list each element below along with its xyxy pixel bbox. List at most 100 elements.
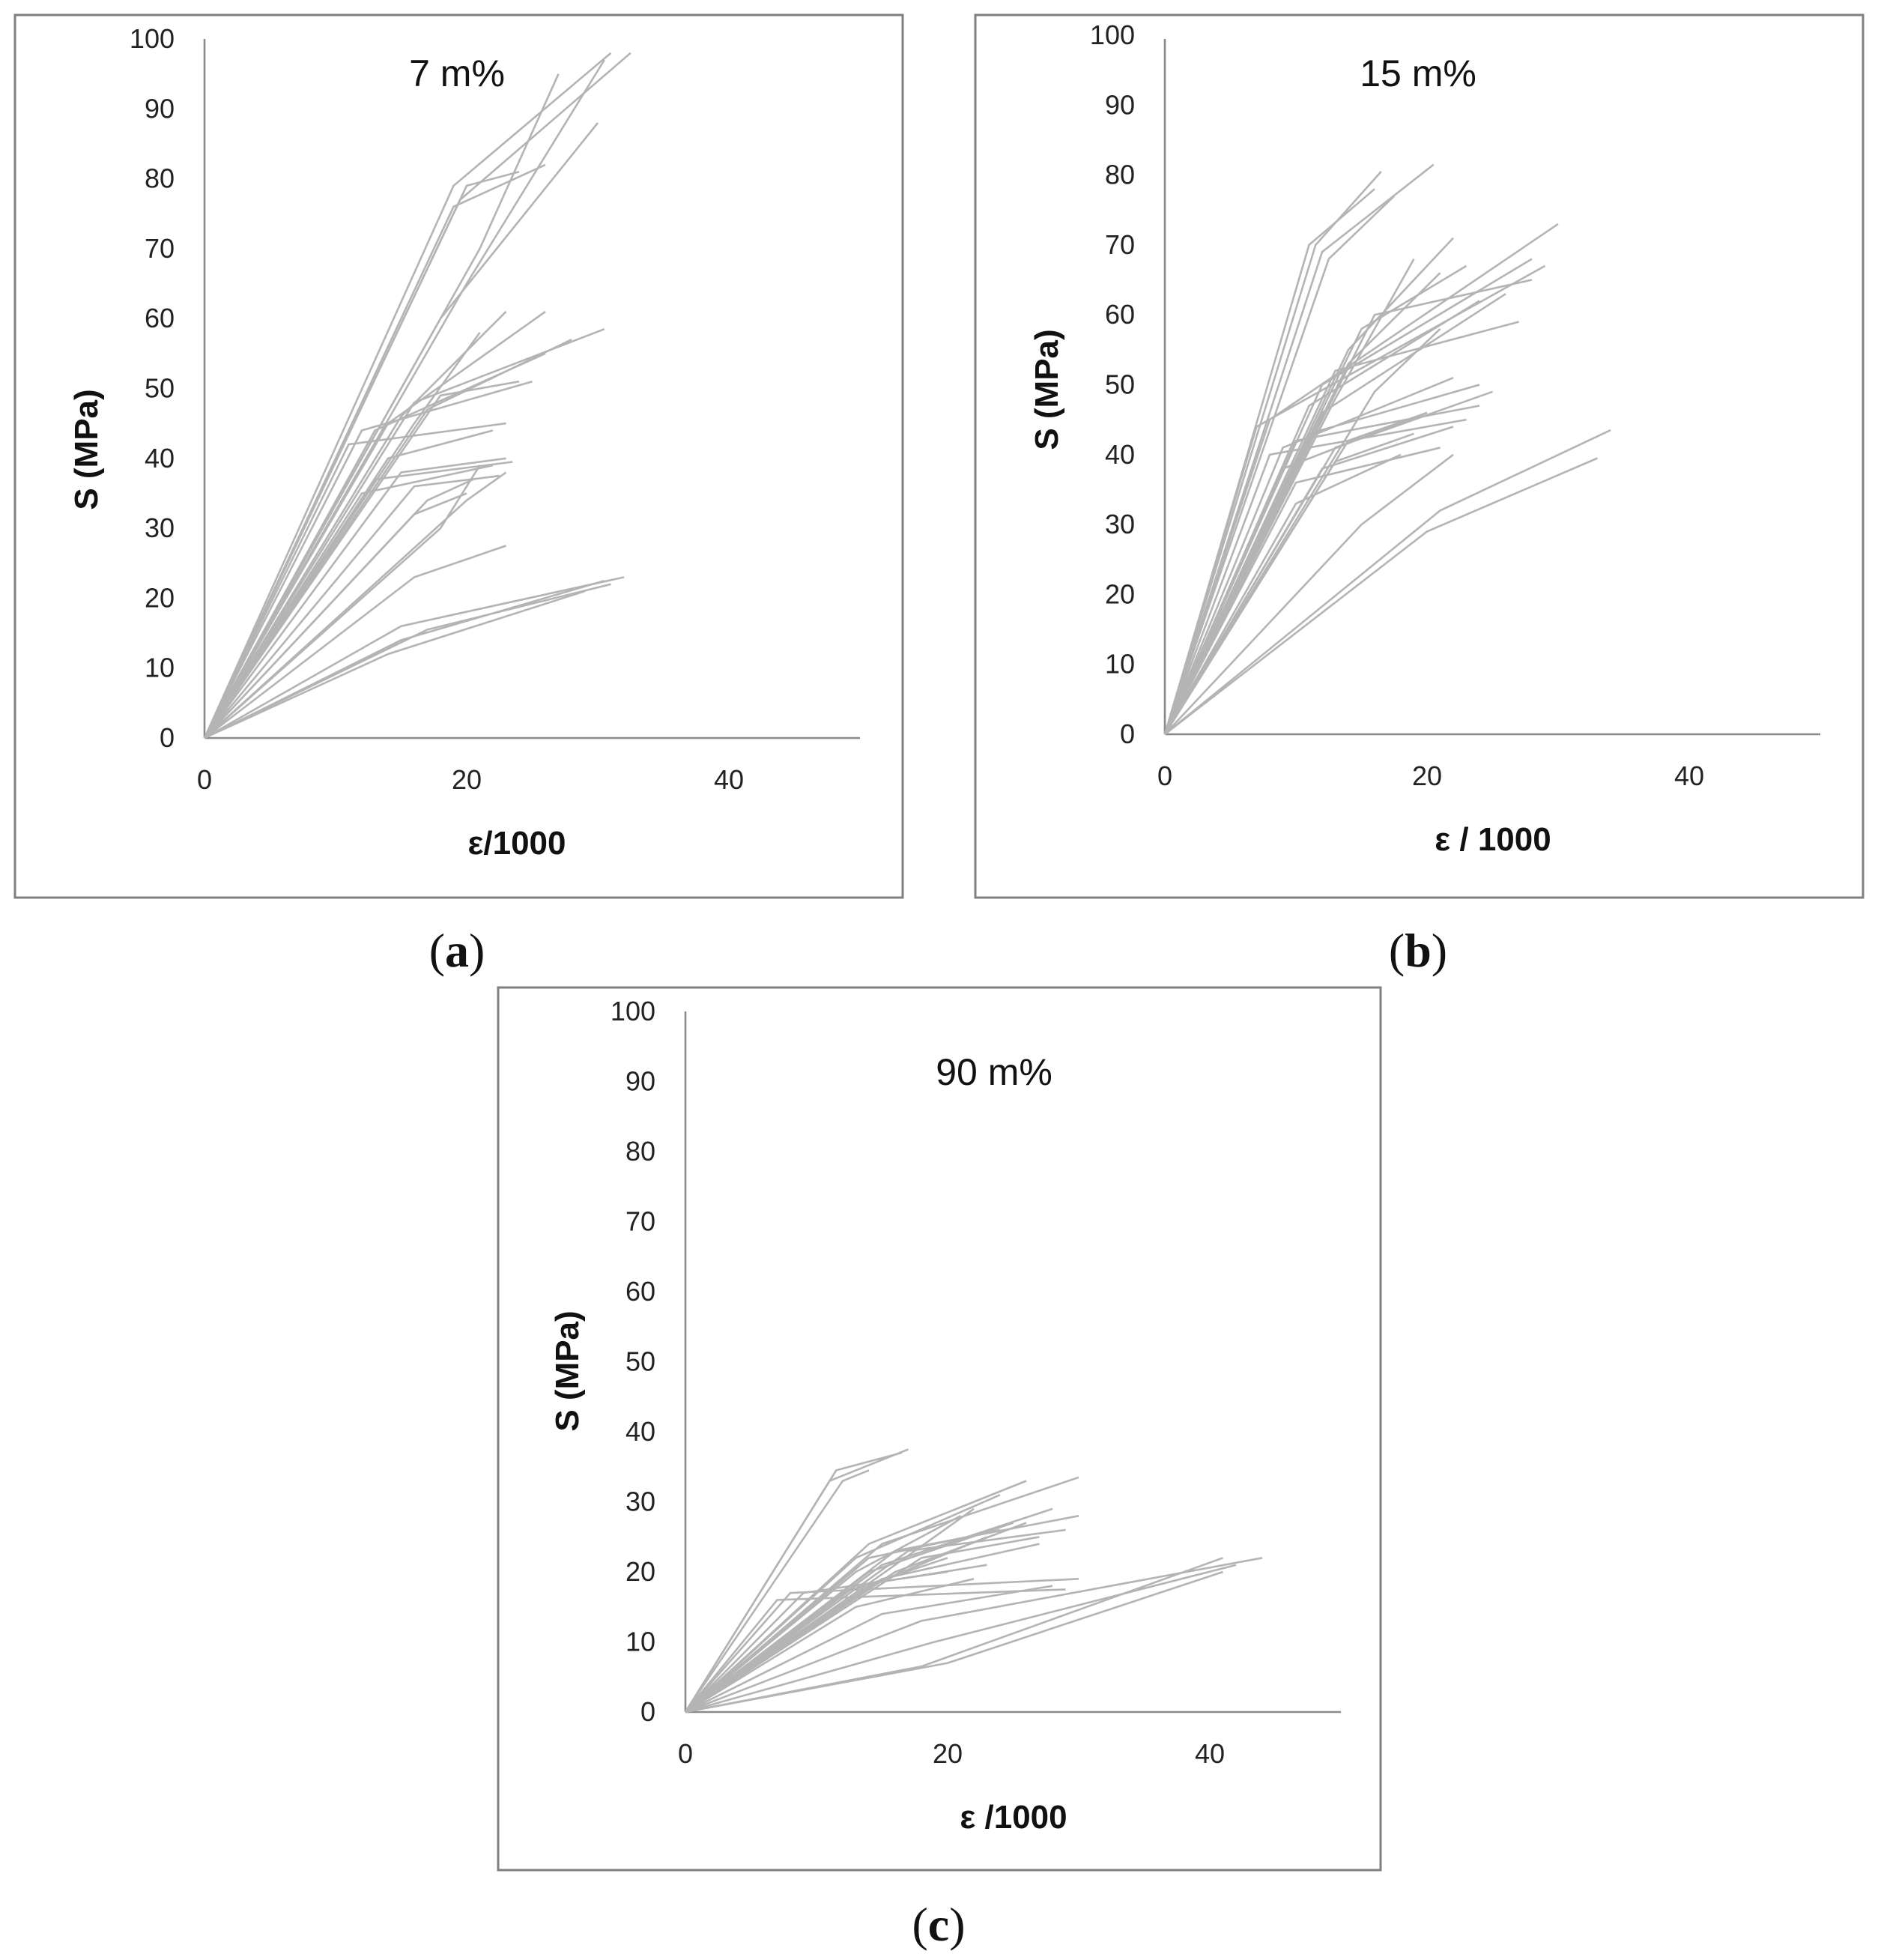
panel-b-series-s19 (1163, 384, 1480, 735)
panel-b-series-s25 (1163, 453, 1402, 735)
panel-c-x-label: ε /1000 (960, 1799, 1067, 1836)
panel-b-x-label: ε / 1000 (1435, 821, 1551, 858)
panel-a-series-s21 (204, 465, 481, 739)
panel-b-series-s26 (1164, 429, 1611, 736)
panel-a-series-s14 (203, 380, 520, 739)
panel-a-y-tick-100: 100 (130, 23, 175, 54)
panel-c-y-tick-70: 70 (626, 1206, 655, 1237)
panel-c-title: 90 m% (936, 1051, 1052, 1093)
panel-b-y-ticks: 0 10 20 30 40 50 60 70 80 90 100 (1090, 19, 1135, 749)
panel-c-series-s28 (685, 1528, 1001, 1713)
panel-a-series-s6 (203, 171, 520, 739)
panel-a-curves (203, 52, 631, 739)
panel-b: 0 10 20 30 40 50 60 70 80 90 100 0 20 40 15 m% ε / 1… (974, 13, 1865, 977)
panel-b-series-s24 (1163, 411, 1428, 735)
panel-c-y-tick-90: 90 (626, 1066, 655, 1097)
panel-c-y-tick-20: 20 (626, 1556, 655, 1587)
panel-a-series-s7 (203, 122, 599, 739)
panel-a-title: 7 m% (409, 52, 505, 94)
panel-a-series-s1 (203, 52, 612, 739)
panel-c-y-tick-40: 40 (626, 1416, 655, 1447)
panel-a-y-tick-70: 70 (145, 233, 175, 264)
panel-b-series-s29 (1163, 327, 1441, 735)
panel-c-series-s27 (685, 1578, 975, 1714)
panel-c-y-tick-60: 60 (626, 1276, 655, 1307)
panel-b-y-tick-100: 100 (1090, 19, 1135, 50)
panel-b-y-tick-40: 40 (1105, 439, 1135, 470)
panel-c: 0 10 20 30 40 50 60 70 80 90 100 0 20 40 90 m% ε /10… (497, 986, 1382, 1951)
panel-c-series-s9 (685, 1528, 1066, 1714)
panel-a-series-s17 (203, 461, 513, 739)
panel-b-y-label: S (MPa) (1029, 329, 1065, 450)
panel-c-x-tick-0: 0 (678, 1738, 693, 1769)
panel-b-x-tick-20: 20 (1412, 760, 1442, 791)
panel-a-x-tick-20: 20 (452, 764, 482, 795)
panel-b-series-s3 (1163, 195, 1396, 735)
panel-a-x-label: ε/1000 (468, 825, 566, 862)
panel-a-series-s28 (204, 590, 585, 739)
panel-a-y-tick-60: 60 (145, 303, 175, 333)
panel-b-series-s1 (1163, 171, 1382, 735)
panel-b-y-tick-60: 60 (1105, 299, 1135, 330)
panel-c-y-tick-50: 50 (626, 1346, 655, 1377)
panel-c-series-s23 (685, 1564, 1237, 1714)
panel-a-series-s11 (203, 310, 507, 739)
panel-a-y-tick-90: 90 (145, 93, 175, 124)
panel-c-series-s20 (684, 1588, 1066, 1713)
panel-b-series-s28 (1164, 453, 1454, 735)
panel-b-y-tick-0: 0 (1120, 719, 1135, 749)
panel-a-series-s19 (203, 464, 494, 739)
panel-b-x-ticks: 0 20 40 (1157, 760, 1704, 791)
panel-a-series-s27 (204, 583, 611, 739)
panel-a-y-tick-30: 30 (145, 512, 175, 543)
panel-c-series-s3 (684, 1469, 870, 1713)
panel-a-x-tick-40: 40 (714, 764, 744, 795)
panel-a-series-s24 (204, 545, 506, 739)
panel-a-y-tick-10: 10 (145, 653, 175, 683)
panel-b-series-s30 (1163, 390, 1493, 735)
panel-a-y-tick-80: 80 (145, 163, 175, 194)
panel-c-x-tick-40: 40 (1195, 1738, 1225, 1769)
panel-a-y-tick-0: 0 (160, 722, 175, 753)
panel-c-y-tick-100: 100 (611, 996, 655, 1026)
panel-c-series-s21 (685, 1570, 948, 1713)
panel-a: 0 10 20 30 40 50 60 70 80 90 100 0 20 40 7 m% ε/1000… (13, 13, 904, 977)
panel-a-series-s29 (204, 471, 507, 739)
panel-b-curves (1163, 163, 1611, 736)
panel-a-series-s23 (204, 492, 467, 739)
panel-b-title: 15 m% (1360, 52, 1476, 94)
panel-b-y-tick-30: 30 (1105, 509, 1135, 539)
panel-c-y-tick-0: 0 (640, 1696, 655, 1727)
panel-a-series-s8 (203, 380, 533, 739)
panel-a-y-tick-20: 20 (145, 582, 175, 613)
panel-c-series-s26 (685, 1585, 1053, 1714)
panel-c-curves (684, 1448, 1263, 1714)
panel-b-series-s27 (1164, 457, 1599, 736)
panel-c-y-label: S (MPa) (549, 1310, 586, 1431)
panel-a-label: (a) (429, 924, 485, 977)
panel-c-series-s19 (685, 1578, 1079, 1713)
panel-b-y-tick-20: 20 (1105, 578, 1135, 609)
panel-a-y-ticks: 0 10 20 30 40 50 60 70 80 90 100 (130, 23, 175, 753)
panel-b-series-s18 (1163, 418, 1467, 735)
panel-a-series-s18 (203, 457, 506, 739)
panel-c-y-tick-80: 80 (626, 1136, 655, 1167)
panel-c-series-s6 (685, 1494, 1001, 1713)
panel-a-series-s25 (204, 576, 625, 739)
panel-c-series-s17 (685, 1522, 1027, 1714)
panel-b-series-s12 (1163, 258, 1415, 735)
panel-b-series-s6 (1163, 223, 1559, 735)
panel-a-series-s9 (203, 310, 546, 739)
panel-a-frame (13, 13, 904, 899)
panel-c-y-tick-10: 10 (626, 1627, 655, 1657)
panel-b-label: (b) (1389, 924, 1447, 977)
panel-b-y-tick-10: 10 (1105, 649, 1135, 680)
panel-a-x-tick-0: 0 (197, 764, 212, 795)
panel-b-frame (974, 13, 1865, 899)
panel-c-series-s22 (685, 1557, 1263, 1714)
panel-b-y-tick-50: 50 (1105, 369, 1135, 400)
panel-c-y-tick-30: 30 (626, 1486, 655, 1517)
panel-a-series-s13 (203, 352, 546, 739)
panel-c-x-ticks: 0 20 40 (678, 1738, 1225, 1769)
